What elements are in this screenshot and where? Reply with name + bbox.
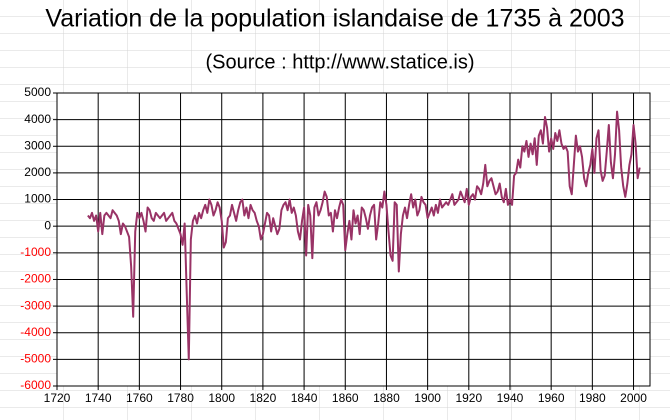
x-tick-label: 1900 bbox=[414, 391, 441, 405]
y-tick-label: 0 bbox=[44, 218, 51, 232]
x-tick-label: 1960 bbox=[538, 391, 565, 405]
x-tick-label: 1780 bbox=[167, 391, 194, 405]
x-tick-label: 1720 bbox=[44, 391, 71, 405]
y-tick-label: -4000 bbox=[20, 325, 51, 339]
x-tick-label: 1760 bbox=[126, 391, 153, 405]
x-tick-label: 1940 bbox=[497, 391, 524, 405]
y-tick-label: -2000 bbox=[20, 272, 51, 286]
x-tick-label: 2000 bbox=[620, 391, 647, 405]
y-tick-label: -6000 bbox=[20, 378, 51, 392]
x-tick-label: 1980 bbox=[579, 391, 606, 405]
x-tick-label: 1920 bbox=[455, 391, 482, 405]
x-tick-label: 1840 bbox=[291, 391, 318, 405]
x-tick-label: 1740 bbox=[85, 391, 112, 405]
x-tick-label: 1800 bbox=[208, 391, 235, 405]
y-tick-label: -5000 bbox=[20, 352, 51, 366]
y-tick-label: 2000 bbox=[24, 165, 51, 179]
y-tick-label: 5000 bbox=[24, 85, 51, 99]
x-tick-label: 1880 bbox=[373, 391, 400, 405]
data-line bbox=[87, 110, 641, 361]
y-tick-label: -1000 bbox=[20, 245, 51, 259]
y-tick-label: -3000 bbox=[20, 298, 51, 312]
y-tick-label: 3000 bbox=[24, 138, 51, 152]
x-tick-label: 1820 bbox=[250, 391, 277, 405]
chart-title: Variation de la population islandaise de… bbox=[45, 5, 624, 33]
chart-subtitle: (Source : http://www.statice.is) bbox=[206, 51, 475, 73]
y-tick-label: 4000 bbox=[24, 112, 51, 126]
x-tick-label: 1860 bbox=[332, 391, 359, 405]
y-tick-label: 1000 bbox=[24, 192, 51, 206]
